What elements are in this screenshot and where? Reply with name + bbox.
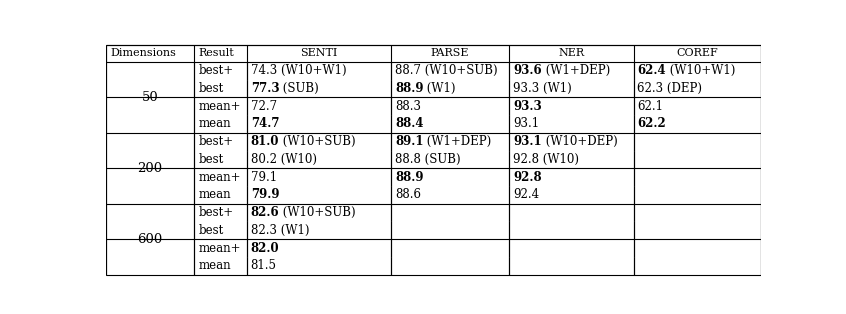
- Text: best+: best+: [198, 64, 233, 77]
- Text: 79.9: 79.9: [250, 188, 279, 201]
- Text: 93.1: 93.1: [513, 135, 541, 148]
- Text: 92.8 (W10): 92.8 (W10): [513, 153, 579, 166]
- Text: 88.9: 88.9: [395, 171, 423, 184]
- Text: 62.4: 62.4: [638, 64, 666, 77]
- Text: (W10+W1): (W10+W1): [666, 64, 735, 77]
- Text: COREF: COREF: [677, 48, 718, 58]
- Text: best+: best+: [198, 206, 233, 219]
- Text: Dimensions: Dimensions: [110, 48, 176, 58]
- Text: 88.3: 88.3: [395, 100, 421, 113]
- Text: 88.6: 88.6: [395, 188, 421, 201]
- Text: 62.3 (DEP): 62.3 (DEP): [638, 82, 702, 95]
- Text: 93.1: 93.1: [513, 117, 539, 131]
- Text: (W10+SUB): (W10+SUB): [279, 135, 356, 148]
- Text: mean: mean: [198, 117, 231, 131]
- Text: 62.2: 62.2: [638, 117, 667, 131]
- Text: best+: best+: [198, 135, 233, 148]
- Text: mean+: mean+: [198, 100, 241, 113]
- Text: 74.7: 74.7: [250, 117, 279, 131]
- Text: 62.1: 62.1: [638, 100, 663, 113]
- Text: 89.1: 89.1: [395, 135, 423, 148]
- Text: 93.3: 93.3: [513, 100, 541, 113]
- Text: 93.3 (W1): 93.3 (W1): [513, 82, 572, 95]
- Text: best: best: [198, 82, 223, 95]
- Text: 81.5: 81.5: [250, 259, 277, 272]
- Text: Result: Result: [199, 48, 234, 58]
- Text: (W10+DEP): (W10+DEP): [541, 135, 618, 148]
- Text: 82.3 (W1): 82.3 (W1): [250, 224, 309, 237]
- Text: 74.3 (W10+W1): 74.3 (W10+W1): [250, 64, 346, 77]
- Text: PARSE: PARSE: [431, 48, 470, 58]
- Text: mean+: mean+: [198, 171, 241, 184]
- Text: 81.0: 81.0: [250, 135, 279, 148]
- Text: 93.6: 93.6: [513, 64, 541, 77]
- Text: 88.4: 88.4: [395, 117, 423, 131]
- Text: (W1+DEP): (W1+DEP): [423, 135, 492, 148]
- Text: 88.7 (W10+SUB): 88.7 (W10+SUB): [395, 64, 497, 77]
- Text: (W1+DEP): (W1+DEP): [541, 64, 610, 77]
- Text: 80.2 (W10): 80.2 (W10): [250, 153, 316, 166]
- Text: mean: mean: [198, 188, 231, 201]
- Text: NER: NER: [558, 48, 585, 58]
- Text: (W1): (W1): [423, 82, 456, 95]
- Text: 88.8 (SUB): 88.8 (SUB): [395, 153, 460, 166]
- Text: mean: mean: [198, 259, 231, 272]
- Text: 82.0: 82.0: [250, 241, 279, 255]
- Text: (W10+SUB): (W10+SUB): [279, 206, 356, 219]
- Text: (SUB): (SUB): [279, 82, 319, 95]
- Text: 92.8: 92.8: [513, 171, 541, 184]
- Text: 72.7: 72.7: [250, 100, 277, 113]
- Text: best: best: [198, 224, 223, 237]
- Text: 92.4: 92.4: [513, 188, 539, 201]
- Text: 77.3: 77.3: [250, 82, 279, 95]
- Text: SENTI: SENTI: [300, 48, 338, 58]
- Text: 82.6: 82.6: [250, 206, 279, 219]
- Text: mean+: mean+: [198, 241, 241, 255]
- Text: 600: 600: [137, 233, 162, 246]
- Text: best: best: [198, 153, 223, 166]
- Text: 50: 50: [141, 91, 158, 104]
- Text: 88.9: 88.9: [395, 82, 423, 95]
- Text: 200: 200: [137, 162, 162, 175]
- Text: 79.1: 79.1: [250, 171, 277, 184]
